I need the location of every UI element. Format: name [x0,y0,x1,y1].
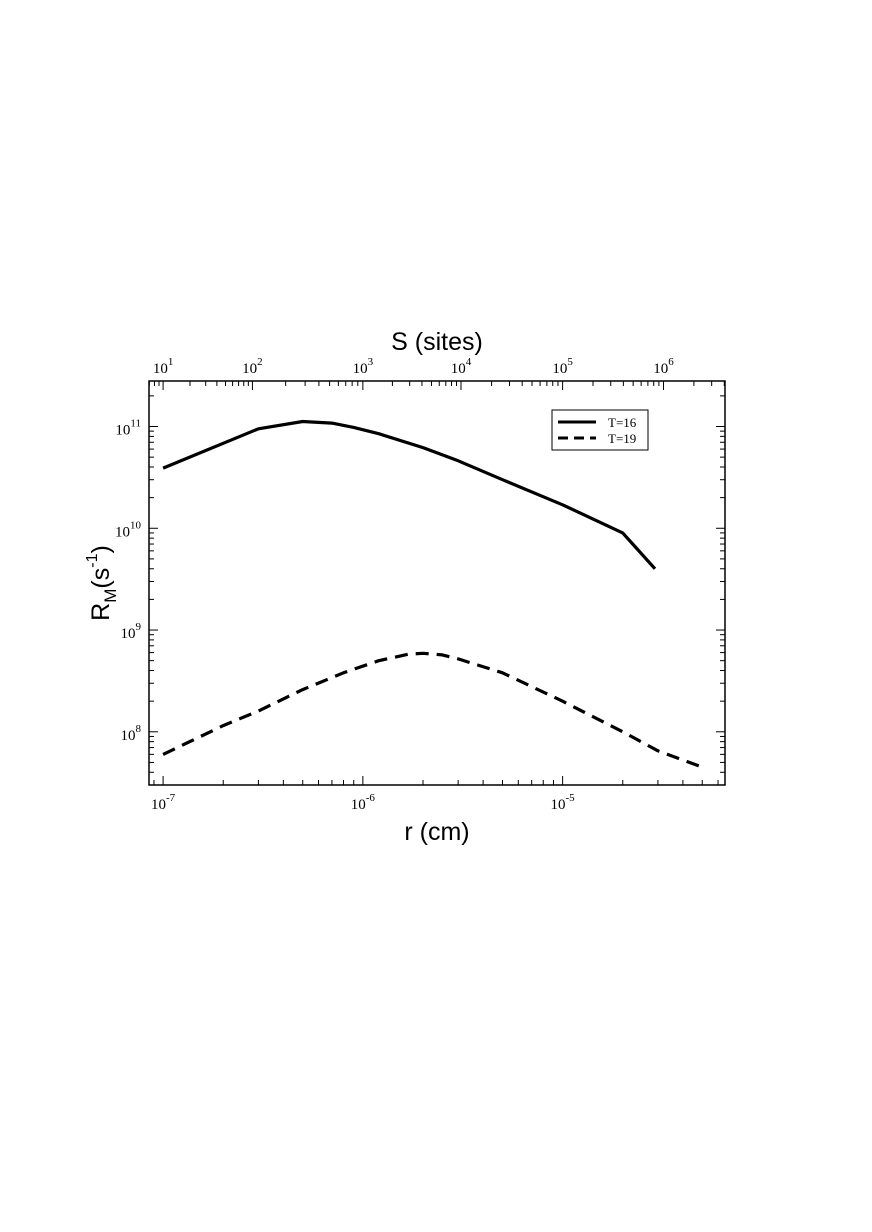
x2-tick-label: 103 [353,356,374,377]
x2-tick-label: 106 [653,356,674,377]
legend: T=16 T=19 [551,409,649,451]
x2-axis-title: S (sites) [391,328,483,356]
y-axis-title-main: R [87,603,115,621]
legend-label-1: T=19 [608,431,636,446]
tick-marks [148,381,725,786]
y-tick-label: 109 [121,621,142,642]
x2-tick-label: 105 [552,356,573,377]
x2-tick-label: 102 [242,356,263,377]
series-lines [162,419,703,769]
x-tick-label: 10-7 [151,792,176,813]
x2-tick-label: 104 [451,356,472,377]
y-tick-label: 1011 [115,418,141,439]
legend-label-0: T=16 [608,415,637,430]
y-axis-title-sub: M [101,589,120,603]
y-axis-title-paren: (s [87,568,115,589]
y-axis-title-sup: -1 [84,553,101,567]
series-line-T=19 [162,651,703,769]
series-line-T=16 [162,419,657,570]
x-tick-label: 10-5 [551,792,576,813]
y-tick-label: 108 [121,723,142,744]
x2-tick-label: 101 [153,356,174,377]
y-tick-label: 1010 [115,519,142,540]
y-axis-title: RM(s-1) [84,545,120,621]
x-tick-label: 10-6 [351,792,376,813]
y-axis-title-close: ) [87,545,115,553]
plot-frame [148,380,726,786]
legend-box [551,409,649,451]
x-axis-title: r (cm) [404,818,469,846]
svg-text:RM(s-1): RM(s-1) [84,545,120,621]
tick-labels: 10-7 10-6 10-5 101 102 103 104 105 106 108 109 1010… [115,356,674,813]
